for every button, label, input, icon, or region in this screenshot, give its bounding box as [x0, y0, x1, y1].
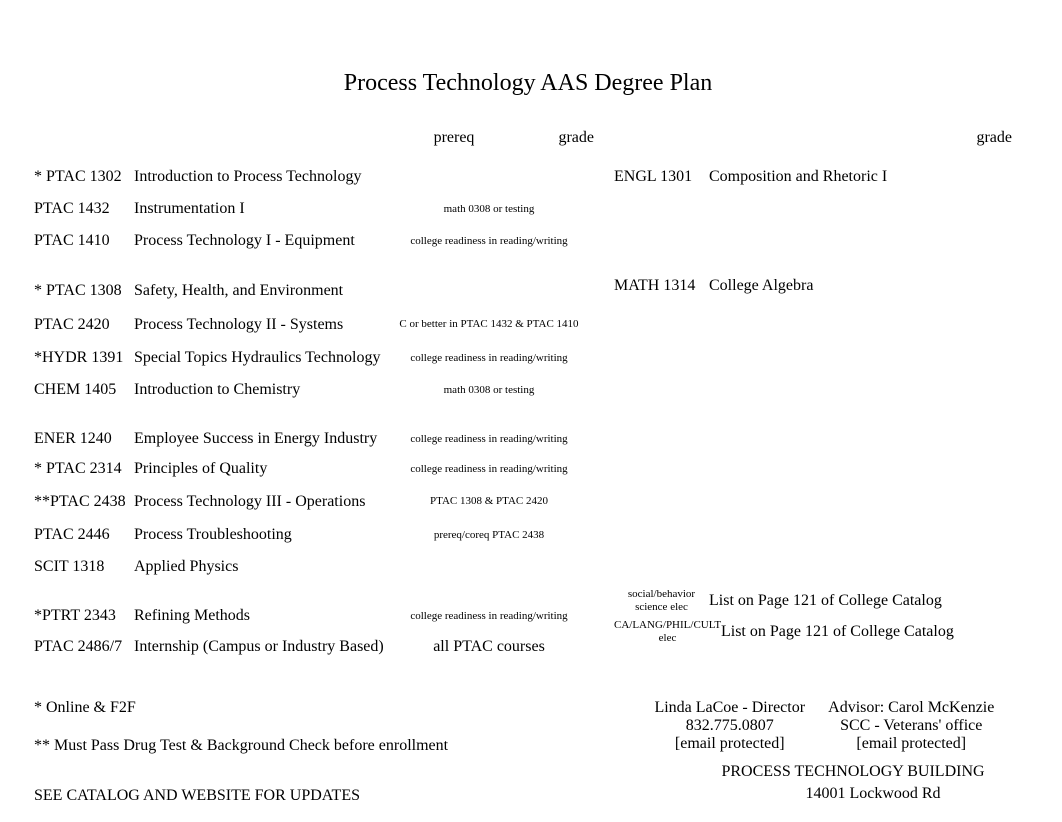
director-email: [email protected] [639, 735, 821, 753]
course-row: ENER 1240 Employee Success in Energy Ind… [34, 424, 604, 454]
course-prereq: college readiness in reading/writing [399, 235, 579, 248]
course-prereq: prereq/coreq PTAC 2438 [399, 529, 579, 542]
course-row: SCIT 1318 Applied Physics [34, 551, 604, 583]
course-row: PTAC 1410 Process Technology I - Equipme… [34, 225, 604, 257]
course-code: **PTAC 2438 [34, 493, 134, 511]
footer-left: * Online & F2F ** Must Pass Drug Test & … [34, 699, 604, 805]
footer-right: Linda LaCoe - Director Advisor: Carol Mc… [604, 699, 1022, 805]
content-area: prereq grade * PTAC 1302 Introduction to… [34, 129, 1022, 663]
header-prereq: prereq [399, 129, 509, 147]
course-name: Process Troubleshooting [134, 526, 399, 544]
course-row: * PTAC 2314 Principles of Quality colleg… [34, 454, 604, 484]
course-row: CHEM 1405 Introduction to Chemistry math… [34, 374, 604, 406]
left-header-row: prereq grade [34, 129, 604, 147]
course-code: PTAC 1432 [34, 200, 134, 218]
course-name: Process Technology III - Operations [134, 493, 399, 511]
director-name: Linda LaCoe - Director [639, 699, 821, 717]
course-code: *HYDR 1391 [34, 349, 134, 367]
course-code: * PTAC 1308 [34, 282, 134, 300]
left-column: prereq grade * PTAC 1302 Introduction to… [34, 129, 604, 663]
course-name: List on Page 121 of College Catalog [721, 623, 1022, 641]
header-grade-left: grade [509, 129, 604, 147]
building-address: 14001 Lockwood Rd [604, 785, 1022, 803]
course-prereq: PTAC 1308 & PTAC 2420 [399, 495, 579, 508]
course-code: CA/LANG/PHIL/CULT elec [614, 619, 721, 644]
course-code: social/behavior science elec [614, 588, 709, 613]
footer: * Online & F2F ** Must Pass Drug Test & … [34, 699, 1022, 805]
course-name: Process Technology II - Systems [134, 316, 399, 334]
contact-row: Linda LaCoe - Director Advisor: Carol Mc… [604, 699, 1022, 717]
course-name: Principles of Quality [134, 460, 399, 478]
advisor-email: [email protected] [821, 735, 1003, 753]
course-row: * PTAC 1308 Safety, Health, and Environm… [34, 275, 604, 307]
building-name: PROCESS TECHNOLOGY BUILDING [604, 763, 1022, 781]
header-grade-right: grade [949, 129, 1022, 147]
course-code: PTAC 2420 [34, 316, 134, 334]
course-row: * PTAC 1302 Introduction to Process Tech… [34, 161, 604, 193]
course-code: MATH 1314 [614, 277, 709, 295]
course-name: Employee Success in Energy Industry [134, 430, 399, 448]
course-prereq: math 0308 or testing [399, 203, 579, 216]
right-column: grade ENGL 1301 Composition and Rhetoric… [614, 129, 1022, 663]
note-catalog: SEE CATALOG AND WEBSITE FOR UPDATES [34, 787, 604, 805]
right-course-row: CA/LANG/PHIL/CULT elec List on Page 121 … [614, 616, 1022, 648]
course-name: Introduction to Process Technology [134, 168, 399, 186]
course-code: ENGL 1301 [614, 168, 709, 186]
advisor-office: SCC - Veterans' office [821, 717, 1003, 735]
course-prereq: college readiness in reading/writing [399, 610, 579, 623]
course-name: Instrumentation I [134, 200, 399, 218]
right-header-row: grade [614, 129, 1022, 147]
course-prereq: college readiness in reading/writing [399, 463, 579, 476]
course-code: * PTAC 2314 [34, 460, 134, 478]
right-course-row: MATH 1314 College Algebra [614, 270, 1022, 302]
page-title: Process Technology AAS Degree Plan [34, 70, 1022, 97]
course-prereq: college readiness in reading/writing [399, 352, 579, 365]
advisor-name: Advisor: Carol McKenzie [821, 699, 1003, 717]
course-row: PTAC 2446 Process Troubleshooting prereq… [34, 519, 604, 551]
course-code: ENER 1240 [34, 430, 134, 448]
course-row: PTAC 1432 Instrumentation I math 0308 or… [34, 193, 604, 225]
course-code: * PTAC 1302 [34, 168, 134, 186]
course-name: Refining Methods [134, 607, 399, 625]
contact-row: [email protected] [email protected] [604, 735, 1022, 753]
course-prereq: college readiness in reading/writing [399, 433, 579, 446]
course-code: PTAC 1410 [34, 232, 134, 250]
course-row: PTAC 2420 Process Technology II - System… [34, 307, 604, 342]
right-course-row: social/behavior science elec List on Pag… [614, 586, 1022, 616]
course-row: *HYDR 1391 Special Topics Hydraulics Tec… [34, 342, 604, 374]
course-name: Internship (Campus or Industry Based) [134, 638, 399, 656]
course-code: PTAC 2446 [34, 526, 134, 544]
course-name: Process Technology I - Equipment [134, 232, 399, 250]
course-row: *PTRT 2343 Refining Methods college read… [34, 601, 604, 631]
right-course-row: ENGL 1301 Composition and Rhetoric I [614, 161, 1022, 193]
course-code: *PTRT 2343 [34, 607, 134, 625]
course-code: CHEM 1405 [34, 381, 134, 399]
note-online-f2f: * Online & F2F [34, 699, 604, 717]
contact-row: 832.775.0807 SCC - Veterans' office [604, 717, 1022, 735]
note-drug-test: ** Must Pass Drug Test & Background Chec… [34, 737, 604, 755]
course-row: **PTAC 2438 Process Technology III - Ope… [34, 484, 604, 519]
course-row: PTAC 2486/7 Internship (Campus or Indust… [34, 631, 604, 663]
course-name: Applied Physics [134, 558, 399, 576]
course-name: Introduction to Chemistry [134, 381, 399, 399]
course-code: PTAC 2486/7 [34, 638, 134, 656]
director-phone: 832.775.0807 [639, 717, 821, 735]
course-name: Composition and Rhetoric I [709, 168, 1022, 186]
course-name: College Algebra [709, 277, 1022, 295]
course-name: Special Topics Hydraulics Technology [134, 349, 399, 367]
course-name: Safety, Health, and Environment [134, 282, 399, 300]
course-prereq: C or better in PTAC 1432 & PTAC 1410 [399, 318, 579, 331]
course-prereq: math 0308 or testing [399, 384, 579, 397]
course-code: SCIT 1318 [34, 558, 134, 576]
course-prereq: all PTAC courses [399, 638, 579, 656]
course-name: List on Page 121 of College Catalog [709, 592, 1022, 610]
